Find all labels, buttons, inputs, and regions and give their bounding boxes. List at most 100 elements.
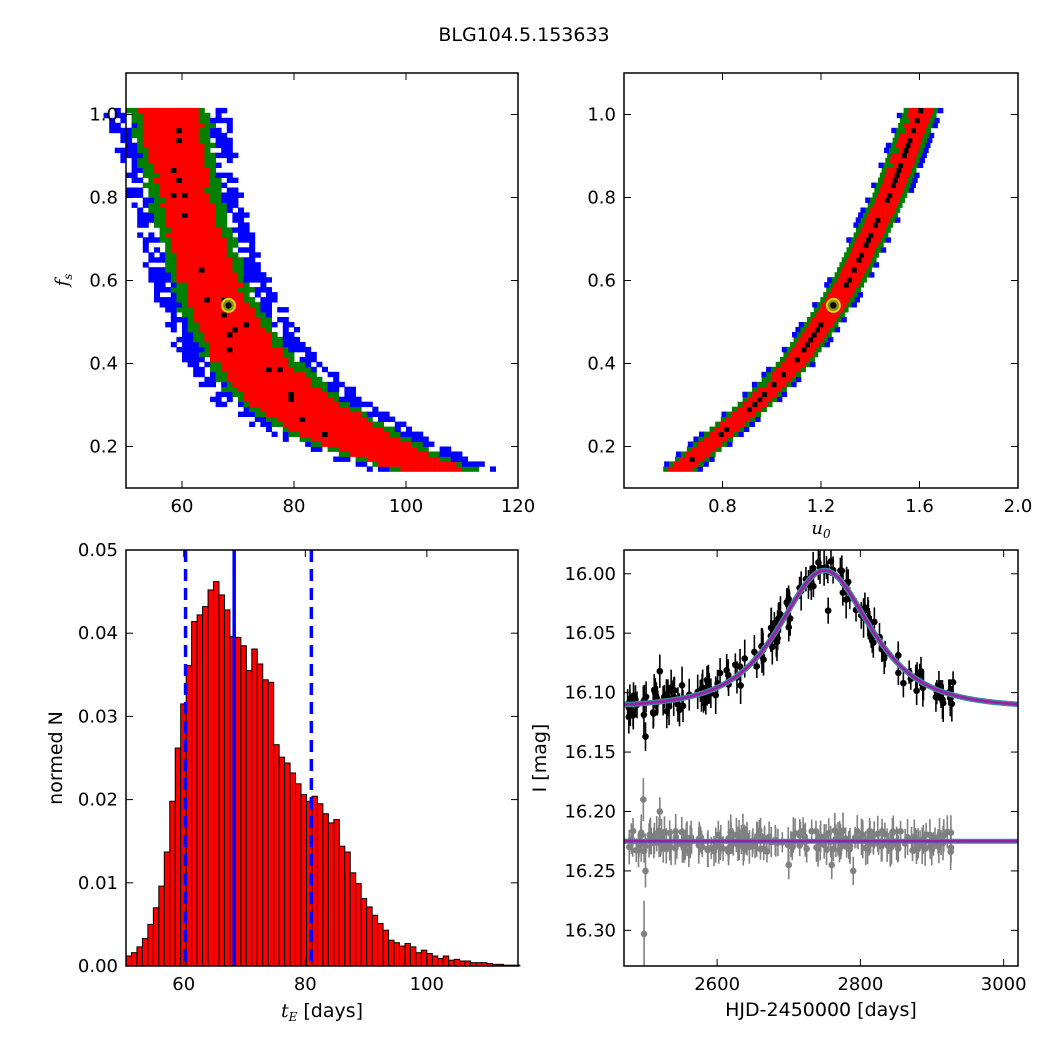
u0-fs-cell: [851, 247, 857, 253]
tE-fs-cell: [243, 366, 250, 373]
tE-fs-cell: [271, 416, 278, 422]
tE-fs-cell: [249, 356, 256, 363]
tE-fs-cell: [182, 107, 188, 114]
tE-fs-cell: [215, 132, 222, 139]
tE-fs-cell: [165, 217, 172, 223]
tE-fs-cell: [266, 411, 272, 417]
residual-point: [799, 827, 807, 835]
u0-fs-cell: [864, 262, 870, 268]
tE-fs-cell: [221, 227, 228, 233]
tE-fs-cell: [159, 232, 166, 238]
tE-fs-cell: [243, 361, 250, 368]
tE-fs-cell: [154, 247, 160, 253]
tE-fs-cell: [350, 386, 356, 393]
u0-fs-cell: [755, 416, 761, 422]
tE-label-unit: [days]: [297, 1000, 363, 1022]
residual-point: [853, 828, 861, 835]
tE-fs-cell: [193, 207, 200, 213]
u0-fs-cell: [720, 416, 727, 422]
tE-fs-cell: [148, 157, 155, 164]
u0-fs-cell: [903, 122, 909, 129]
u0-fs-cell: [898, 187, 905, 193]
tE-fs-cell: [344, 456, 351, 462]
histogram-y-tick-label: 0.02: [78, 790, 118, 811]
tE-fs-cell: [288, 351, 295, 358]
u0-fs-cell: [833, 322, 839, 328]
tE-fs-cell: [154, 177, 160, 183]
light-curve-y-tick-label: 16.10: [564, 683, 616, 704]
u0-fs-x-label: u0: [811, 518, 831, 541]
tE-fs-cell: [215, 172, 222, 178]
u0-fs-cell: [775, 361, 781, 368]
tE-fs-cell: [266, 307, 272, 313]
residual-point: [785, 861, 793, 869]
data-point: [736, 663, 744, 670]
u0-fs-cell: [839, 282, 845, 288]
u0-fs-cell: [938, 107, 944, 114]
tE-fs-cell: [378, 446, 384, 452]
tE-fs-cell: [238, 277, 244, 283]
residual-point: [830, 845, 837, 853]
tE-fs-cell: [198, 162, 205, 168]
tE-fs-cell: [131, 152, 138, 159]
tE-fs-cell: [243, 272, 250, 278]
tE-fs-cell: [182, 302, 188, 308]
u0-fs-cell: [892, 137, 898, 144]
tE-fs-cell: [266, 277, 272, 283]
tE-fs-cell: [249, 297, 256, 303]
tE-fs-cell: [154, 217, 160, 223]
tE-fs-cell: [182, 237, 188, 243]
u0-fs-cell: [848, 282, 855, 288]
tE-fs-cell: [142, 217, 149, 223]
tE-fs-cell: [344, 411, 351, 417]
tE-fs-cell: [322, 396, 328, 403]
u0-fs-cell: [723, 431, 729, 437]
tE-fs-cell: [333, 421, 340, 427]
tE-fs-cell: [198, 187, 205, 193]
tE-fs-cell: [260, 307, 267, 313]
tE-fs-cell: [198, 237, 205, 243]
u0-fs-cell: [849, 297, 856, 303]
tE-fs-cell: [137, 137, 144, 144]
tE-fs-cell: [187, 122, 194, 129]
u0-fs-cell: [892, 212, 898, 218]
tE-fs-cell: [221, 202, 228, 208]
tE-fs-cell: [260, 327, 267, 333]
histogram-bar: [409, 946, 417, 967]
tE-fs-cell: [176, 127, 183, 134]
histogram-bar: [382, 929, 390, 967]
u0-fs-cell: [693, 436, 699, 442]
tE-fs-cell: [226, 252, 233, 258]
u0-fs-cell: [911, 167, 917, 173]
data-point: [630, 711, 637, 719]
tE-fs-cell: [411, 436, 418, 442]
tE-fs-cell: [193, 192, 200, 198]
tE-fs-cell: [249, 351, 256, 358]
u0-fs-cell: [913, 147, 919, 154]
u0-fs-cell: [865, 207, 871, 213]
u0-fs-cell: [863, 222, 869, 228]
tE-fs-cell: [254, 361, 261, 368]
tE-fs-cell: [282, 386, 289, 393]
u0-fs-cell: [851, 237, 857, 243]
tE-fs-cell: [210, 142, 216, 149]
tE-fs-cell: [327, 386, 334, 393]
tE-fs-cell: [299, 426, 306, 432]
u0-fs-cell: [805, 361, 811, 368]
tE-fs-cell: [170, 317, 177, 323]
tE-fs-cell: [266, 401, 272, 408]
tE-fs-cell: [176, 346, 183, 353]
tE-fs-cell: [338, 406, 345, 413]
u0-fs-cell: [916, 152, 922, 159]
data-point: [630, 692, 637, 700]
tE-fs-cell: [310, 366, 317, 373]
tE-fs-cell: [254, 252, 261, 258]
u0-fs-cell: [885, 142, 892, 149]
tE-fs-cell: [176, 292, 183, 298]
tE-fs-cell: [159, 122, 166, 129]
tE-fs-cell: [333, 391, 340, 398]
tE-fs-cell: [159, 127, 166, 134]
u0-fs-cell: [871, 182, 877, 188]
tE-fs-cell: [176, 147, 183, 154]
tE-fs-cell: [310, 376, 317, 383]
